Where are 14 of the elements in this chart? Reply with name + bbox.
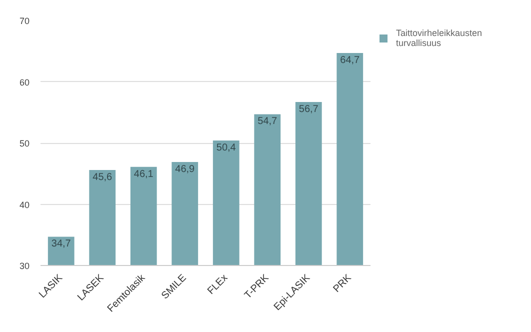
data-label: 45,6 [92, 172, 113, 183]
y-tick-label: 50 [19, 138, 30, 148]
data-label: 64,7 [340, 54, 360, 66]
y-tick-label: 70 [19, 16, 30, 26]
data-label: 34,7 [51, 238, 72, 250]
data-label: 46,1 [134, 168, 154, 180]
data-label: 46,9 [175, 164, 196, 175]
data-label: 54,7 [258, 116, 278, 128]
data-label: 50,4 [216, 142, 236, 154]
y-tick-label: 60 [19, 77, 30, 88]
legend-label: Taittovirheleikkausten turvallisuus [396, 28, 482, 48]
y-tick-label: 30 [19, 261, 30, 271]
data-label: 56,7 [298, 104, 319, 115]
y-tick-label: 40 [19, 200, 30, 210]
